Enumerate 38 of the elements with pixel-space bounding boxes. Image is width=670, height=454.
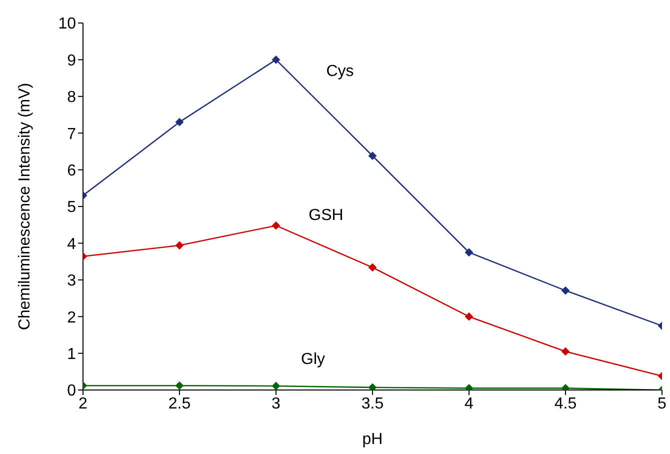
y-tick-label: 2 — [67, 309, 76, 326]
point — [465, 312, 473, 321]
point — [272, 382, 280, 390]
point — [562, 286, 570, 295]
point — [176, 118, 184, 126]
point — [272, 222, 280, 230]
x-tick-label: 4 — [464, 395, 474, 412]
series-label: Cys — [326, 62, 354, 80]
point — [368, 383, 376, 390]
y-axis-title: Chemiluminescence Intensity (mV) — [16, 82, 34, 330]
y-tick-label: 1 — [67, 346, 76, 363]
y-tick-label: 3 — [67, 272, 76, 290]
y-tick-label: 4 — [67, 236, 76, 253]
y-tick-label: 0 — [67, 382, 76, 400]
point — [272, 56, 280, 64]
x-tick-label: 4.5 — [554, 395, 577, 412]
x-axis-title: pH — [362, 431, 383, 448]
y-tick-label: 5 — [67, 199, 76, 216]
y-tick-label: 8 — [67, 89, 76, 106]
x-tick-label: 3 — [272, 395, 281, 412]
x-tick-label: 2 — [78, 395, 88, 412]
x-tick-label: 2.5 — [168, 395, 191, 412]
y-tick-label: 6 — [67, 162, 76, 180]
y-tick-label: 9 — [67, 52, 76, 70]
series-label: GSH — [308, 206, 344, 224]
point — [176, 241, 184, 250]
y-tick-label: 7 — [67, 126, 76, 143]
point — [368, 152, 376, 160]
point — [465, 384, 473, 390]
point — [176, 382, 184, 390]
point — [562, 384, 570, 390]
x-tick-label: 5 — [658, 395, 667, 412]
y-tick-label: 10 — [58, 16, 76, 33]
series-label: Gly — [301, 351, 325, 368]
point — [562, 347, 570, 356]
point — [368, 263, 376, 272]
x-tick-label: 3.5 — [361, 395, 384, 412]
point — [465, 248, 473, 256]
